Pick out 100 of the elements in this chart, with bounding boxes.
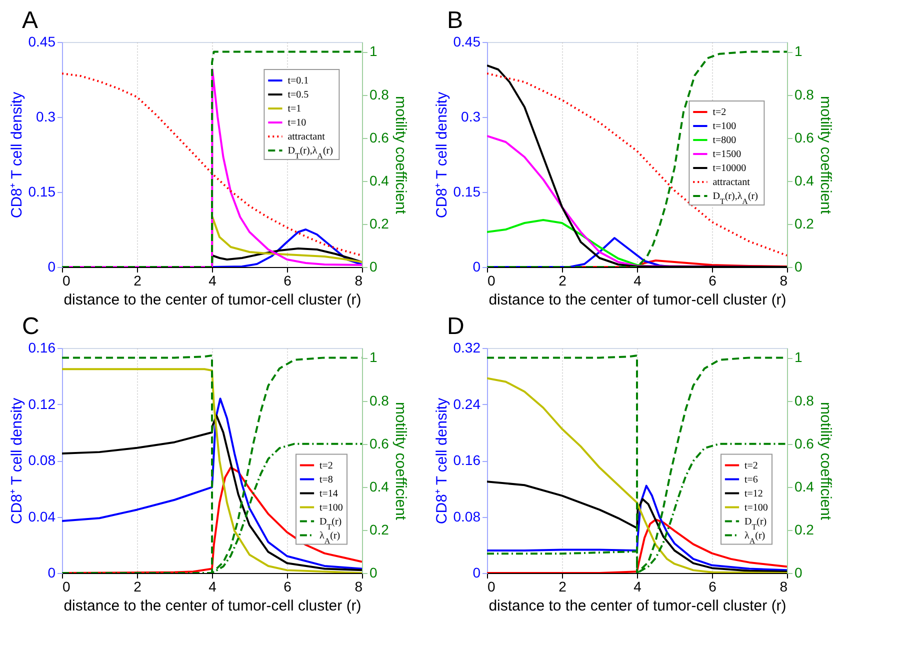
y-tick-label: 0.24 <box>453 396 481 412</box>
legend-label: attractant <box>288 132 326 142</box>
y2-tick-label: 0.6 <box>370 435 390 452</box>
legend-label: t=0.1 <box>288 76 309 86</box>
chart-title: A <box>22 7 38 34</box>
y2-tick-label: 0.8 <box>370 392 390 408</box>
x-axis-title: distance to the center of tumor-cell cluster (r) <box>488 598 786 614</box>
y-tick-label: 0.3 <box>461 108 481 124</box>
legend-label: t=2 <box>712 107 726 118</box>
y2-tick-label: 1 <box>370 349 378 366</box>
y-tick-label: 0.08 <box>453 508 481 524</box>
y2-axis-title: motility coefficient <box>816 402 834 521</box>
chart-title: B <box>447 7 464 34</box>
y2-tick-label: 0.6 <box>794 435 814 452</box>
legend-label: t=10000 <box>712 163 746 174</box>
x-tick-label: 2 <box>558 272 567 288</box>
y2-tick-label: 1 <box>370 43 378 60</box>
y-tick-label: 0.15 <box>453 184 481 200</box>
legend-label: λ$_{A}$(r) <box>320 530 340 545</box>
x-tick-label: 2 <box>134 272 142 288</box>
legend-label: D$_{T}$(r) <box>320 516 342 531</box>
y2-axis-title: motility coefficient <box>392 96 409 215</box>
legend-label: t=2 <box>744 460 758 472</box>
y2-tick-label: 0.4 <box>370 478 390 494</box>
y-tick-label: 0 <box>48 564 56 580</box>
x-tick-label: 6 <box>708 272 717 288</box>
legend-label: t=6 <box>744 474 758 486</box>
y2-tick-label: 0.8 <box>794 392 814 408</box>
legend-label: t=800 <box>712 135 736 146</box>
y2-tick-label: 0.6 <box>370 129 390 146</box>
y2-tick-label: 1 <box>794 43 802 60</box>
x-axis-title: distance to the center of tumor-cell cluster (r) <box>488 292 786 308</box>
y-tick-label: 0.45 <box>28 34 56 50</box>
y-tick-label: 0.04 <box>28 508 56 524</box>
legend-label: t=100 <box>744 502 768 514</box>
y-tick-label: 0.15 <box>28 184 56 200</box>
y2-tick-label: 0 <box>370 258 378 274</box>
legend-label: t=10 <box>288 118 306 128</box>
y2-tick-label: 0.2 <box>794 521 814 538</box>
x-tick-label: 4 <box>634 272 642 288</box>
y2-tick-label: 0.2 <box>370 521 390 538</box>
legend-label: t=12 <box>744 488 763 500</box>
y2-tick-label: 0 <box>370 564 378 580</box>
x-tick-label: 6 <box>284 272 292 288</box>
y2-tick-label: 0.8 <box>370 86 390 102</box>
y-tick-label: 0.16 <box>28 340 56 356</box>
y2-tick-label: 0.2 <box>794 215 814 232</box>
y-tick-label: 0 <box>472 258 481 274</box>
y2-tick-label: 0.4 <box>794 172 814 188</box>
x-tick-label: 2 <box>558 578 567 594</box>
legend-label: t=8 <box>320 474 333 486</box>
legend-label: t=100 <box>712 121 736 132</box>
legend-label: t=1500 <box>712 149 742 160</box>
y-tick-label: 0.45 <box>453 34 481 50</box>
x-tick-label: 6 <box>284 578 292 594</box>
x-tick-label: 0 <box>488 272 496 288</box>
y-tick-label: 0 <box>48 258 56 274</box>
x-tick-label: 4 <box>208 272 217 288</box>
y2-tick-label: 0 <box>794 564 802 580</box>
y2-tick-label: 0.6 <box>794 129 814 146</box>
y-tick-label: 0.32 <box>453 340 481 356</box>
x-tick-label: 0 <box>62 272 70 288</box>
chart-title: C <box>22 313 40 340</box>
y-axis-title: CD8⁺ T cell density <box>8 91 26 218</box>
legend-label: D$_{T}$(r),λ$_{A}$(r) <box>288 146 333 160</box>
chart-title: D <box>447 313 464 340</box>
x-tick-label: 2 <box>134 578 142 594</box>
y-tick-label: 0.08 <box>28 452 56 468</box>
y2-tick-label: 0.2 <box>370 215 390 232</box>
x-tick-label: 8 <box>780 272 788 288</box>
x-tick-label: 8 <box>780 578 788 594</box>
y2-tick-label: 0 <box>794 258 802 274</box>
y-axis-title: CD8⁺ T cell density <box>433 91 450 218</box>
legend-label: attractant <box>712 177 750 188</box>
legend-label: t=0.5 <box>288 90 309 100</box>
legend-label: t=2 <box>320 460 333 472</box>
x-tick-label: 8 <box>354 578 363 594</box>
y2-tick-label: 1 <box>794 349 802 366</box>
y2-tick-label: 0.8 <box>794 86 814 102</box>
legend-label: t=14 <box>320 488 338 500</box>
x-tick-label: 0 <box>488 578 496 594</box>
y2-axis-title: motility coefficient <box>392 402 409 521</box>
x-axis-title: distance to the center of tumor-cell cluster (r) <box>64 598 362 614</box>
x-axis-title: distance to the center of tumor-cell cluster (r) <box>64 292 362 308</box>
y-tick-label: 0.16 <box>453 452 481 468</box>
y-axis-title: CD8⁺ T cell density <box>8 397 26 524</box>
x-tick-label: 4 <box>634 578 642 594</box>
y-tick-label: 0 <box>472 564 481 580</box>
x-tick-label: 8 <box>354 272 363 288</box>
x-tick-label: 6 <box>708 578 717 594</box>
y-axis-title: CD8⁺ T cell density <box>433 397 450 524</box>
legend-label: D$_{T}$(r),λ$_{A}$(r) <box>712 191 758 206</box>
y2-axis-title: motility coefficient <box>816 96 834 215</box>
legend-label: t=100 <box>320 502 343 514</box>
x-tick-label: 4 <box>208 578 217 594</box>
y2-tick-label: 0.4 <box>370 172 390 188</box>
legend-label: t=1 <box>288 104 302 114</box>
legend-label: λ$_{A}$(r) <box>744 530 766 545</box>
y-tick-label: 0.12 <box>28 396 56 412</box>
y-tick-label: 0.3 <box>36 108 56 124</box>
